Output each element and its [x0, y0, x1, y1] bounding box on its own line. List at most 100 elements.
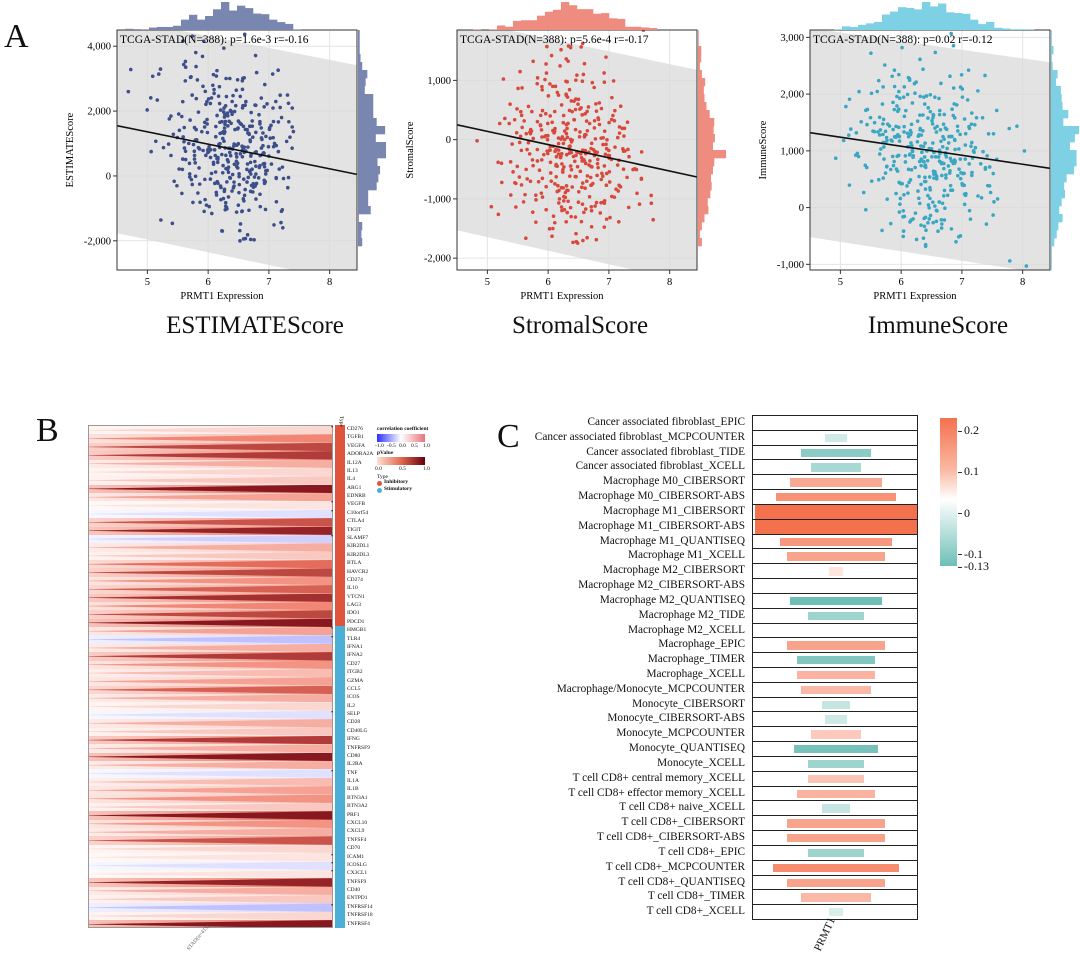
- type-cell: [335, 542, 345, 552]
- scatter-point: [554, 147, 558, 152]
- regression-line: [456, 124, 698, 178]
- scatter-point: [240, 154, 245, 159]
- scatter-point: [901, 209, 906, 213]
- scatter-point: [877, 115, 882, 120]
- gene-label: IL4: [347, 476, 355, 483]
- top-histogram-bar: [545, 11, 554, 31]
- scatter-point: [987, 184, 992, 188]
- scatter-point: [600, 174, 605, 178]
- scatter-point: [169, 153, 173, 158]
- y-axis-label: ESTIMATEScore: [65, 112, 76, 187]
- cell-type-label: Cancer associated fibroblast_MCPCOUNTER: [534, 430, 745, 443]
- scatter-point: [592, 85, 596, 90]
- scatter-point: [597, 122, 602, 127]
- scatter-point: [204, 102, 208, 107]
- scatter-point: [933, 95, 937, 99]
- scatter-point: [194, 96, 199, 101]
- scatter-point: [263, 207, 268, 212]
- scatter-point: [901, 214, 905, 219]
- scatter-point: [196, 191, 200, 195]
- heatmap-cell: [89, 434, 332, 443]
- scatter-point: [561, 199, 566, 203]
- scatter-point: [192, 157, 197, 161]
- scatter-point: [991, 132, 996, 136]
- scatter-point: [238, 222, 243, 226]
- scatter-point: [182, 146, 187, 150]
- heatmap-row: [89, 610, 332, 619]
- x-tick-label: 7: [606, 277, 611, 288]
- right-histogram-bar: [1051, 62, 1053, 71]
- scatter-point: [558, 64, 562, 68]
- type-cell: [335, 768, 345, 778]
- scatter-point: [252, 175, 257, 179]
- cell-type-label: Monocyte_QUANTISEQ: [628, 742, 745, 755]
- scatter-point: [963, 193, 968, 198]
- bar-x-label: PRMT1: [812, 915, 838, 954]
- scatter-point: [584, 119, 589, 123]
- scatter-point: [193, 174, 198, 179]
- scatter-point: [584, 132, 588, 137]
- scatter-point: [939, 139, 943, 144]
- top-histogram-bar: [866, 23, 875, 30]
- scatter-point: [928, 185, 932, 190]
- scatter-point: [888, 167, 893, 172]
- immunomodulator-heatmap: [88, 425, 333, 928]
- scatter-point: [956, 173, 960, 178]
- scatter-point: [584, 179, 589, 184]
- scatter-point: [248, 124, 252, 129]
- right-histogram-bar: [1051, 238, 1055, 247]
- cell-type-label: Monocyte_CIBERSORT-ABS: [607, 712, 745, 725]
- scatter-point: [565, 126, 569, 131]
- heatmap-row: [89, 501, 332, 510]
- p-colorbar: [377, 457, 425, 465]
- right-histogram-bar: [358, 118, 377, 127]
- scatter-point: [626, 147, 630, 152]
- scatter-point: [568, 164, 573, 168]
- heatmap-row: [89, 526, 332, 535]
- scatter-point: [986, 132, 991, 136]
- gene-label: IL1A: [347, 778, 359, 785]
- scatter-point: [904, 108, 908, 113]
- type-cell: [335, 852, 345, 862]
- right-histogram-bar: [698, 70, 702, 79]
- scatter-point: [559, 205, 564, 209]
- y-tick-label: -1,000: [424, 194, 451, 205]
- scatter-point: [489, 204, 494, 209]
- scatter-point: [957, 147, 961, 151]
- scatter-point: [958, 176, 963, 181]
- scatter-point: [895, 94, 899, 99]
- scatter-point: [220, 130, 224, 135]
- scatter-point: [232, 180, 236, 184]
- scatter-point: [544, 62, 548, 66]
- scatter-point: [594, 109, 599, 113]
- scatter-point: [608, 215, 612, 220]
- cell-type-label: T cell CD8+ central memory_XCELL: [572, 771, 745, 784]
- scatter-point: [211, 162, 216, 167]
- scatter-point: [544, 71, 549, 75]
- scatter-point: [921, 236, 926, 240]
- gene-label: ENTPD1: [347, 895, 368, 902]
- scatter-point: [214, 190, 219, 195]
- scatter-point: [857, 89, 861, 94]
- gene-label: TLR4: [347, 635, 361, 642]
- scatter-point: [222, 46, 226, 50]
- gene-label: C10orf54: [347, 509, 369, 516]
- heatmap-cell: [89, 459, 332, 468]
- heatmap-row: [89, 777, 332, 787]
- gene-label: CD274: [347, 576, 363, 583]
- gene-label: CD27: [347, 660, 361, 667]
- scatter-point: [922, 216, 926, 221]
- top-histogram-bar: [553, 9, 562, 30]
- heatmap-row: [89, 869, 332, 879]
- top-histogram-bar: [986, 21, 995, 30]
- scatter-point: [928, 196, 932, 201]
- type-cell: [335, 894, 345, 904]
- heatmap-row: [89, 467, 332, 477]
- scatter-point: [208, 147, 213, 152]
- scatter-point: [240, 209, 244, 214]
- scatter-point: [960, 183, 965, 187]
- top-histogram-bar: [181, 19, 190, 30]
- scatter-point: [247, 169, 252, 174]
- gene-label: ARG1: [347, 484, 362, 491]
- scatter-point: [262, 82, 267, 87]
